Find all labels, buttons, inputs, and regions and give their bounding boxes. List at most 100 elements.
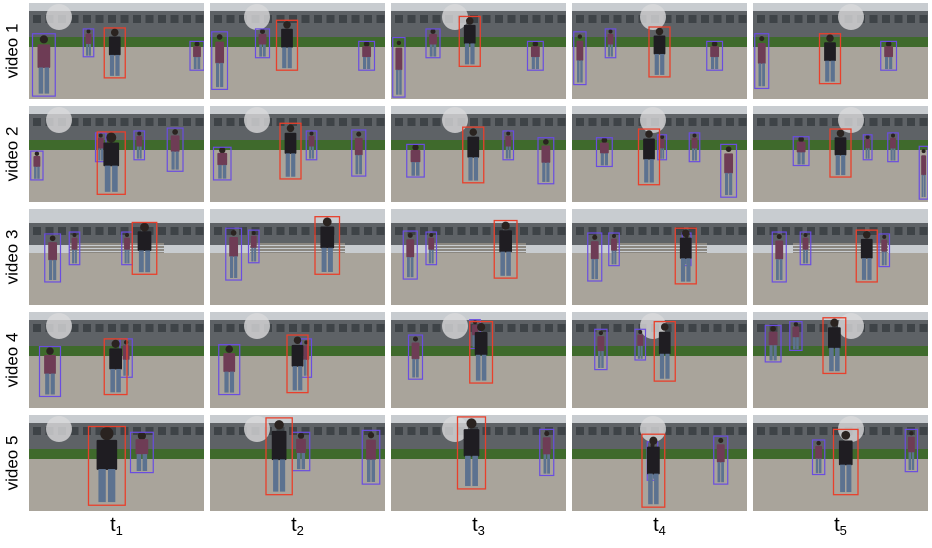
target-bounding-box bbox=[653, 320, 676, 382]
target-figure bbox=[271, 420, 287, 492]
window-pane bbox=[276, 227, 285, 235]
window-pane bbox=[145, 15, 154, 23]
other-bounding-box bbox=[189, 40, 204, 71]
bystander-figure bbox=[217, 147, 228, 179]
window-pane bbox=[301, 427, 310, 435]
window-pane bbox=[557, 15, 566, 23]
window-pane bbox=[613, 324, 622, 332]
video-frame bbox=[572, 106, 747, 202]
window-pane bbox=[507, 15, 516, 23]
window-pane bbox=[601, 427, 609, 435]
window-pane bbox=[364, 427, 372, 435]
window-pane bbox=[83, 118, 91, 126]
bystander-figure bbox=[170, 129, 180, 170]
video-frame bbox=[391, 209, 566, 305]
window-pane bbox=[170, 427, 179, 435]
target-figure bbox=[860, 231, 873, 280]
stair-step bbox=[250, 249, 345, 251]
window-pane bbox=[58, 227, 66, 235]
other-bounding-box bbox=[595, 137, 613, 168]
window-pane bbox=[626, 324, 634, 332]
target-figure bbox=[320, 217, 335, 272]
bystander-figure bbox=[757, 36, 766, 87]
target-bounding-box bbox=[493, 219, 518, 279]
target-figure bbox=[834, 129, 847, 176]
window-pane bbox=[407, 324, 416, 332]
window-pane bbox=[33, 227, 41, 235]
bystander-figure bbox=[710, 41, 720, 70]
stair-step bbox=[69, 249, 164, 251]
plaza-pavement bbox=[753, 150, 928, 202]
bystander-figure bbox=[590, 234, 599, 280]
window-pane bbox=[588, 118, 597, 126]
tree-blossom bbox=[838, 4, 864, 30]
other-bounding-box bbox=[862, 134, 873, 161]
window-pane bbox=[289, 118, 297, 126]
window-pane bbox=[420, 118, 428, 126]
video-frame bbox=[391, 3, 566, 99]
window-pane bbox=[532, 324, 541, 332]
window-pane bbox=[807, 227, 815, 235]
window-pane bbox=[769, 427, 778, 435]
window-pane bbox=[326, 118, 335, 126]
other-bounding-box bbox=[880, 40, 898, 71]
window-pane bbox=[195, 118, 204, 126]
window-pane bbox=[782, 15, 790, 23]
stair-step bbox=[250, 246, 345, 248]
window-pane bbox=[613, 15, 622, 23]
window-pane bbox=[133, 427, 141, 435]
plaza-pavement bbox=[29, 253, 204, 305]
target-figure bbox=[467, 128, 480, 181]
window-pane bbox=[482, 324, 491, 332]
window-pane bbox=[326, 427, 335, 435]
stair-step bbox=[612, 243, 707, 245]
window-pane bbox=[626, 118, 634, 126]
window-pane bbox=[95, 118, 104, 126]
bystander-figure bbox=[362, 41, 372, 70]
bystander-figure bbox=[97, 133, 104, 161]
target-bounding-box bbox=[265, 417, 293, 496]
window-pane bbox=[264, 227, 272, 235]
window-pane bbox=[545, 427, 553, 435]
plaza-pavement bbox=[572, 47, 747, 99]
window-pane bbox=[588, 427, 597, 435]
window-pane bbox=[557, 227, 566, 235]
window-pane bbox=[145, 324, 154, 332]
window-pane bbox=[688, 15, 697, 23]
window-pane bbox=[520, 324, 528, 332]
window-pane bbox=[70, 427, 79, 435]
target-figure bbox=[291, 336, 304, 391]
window-pane bbox=[158, 227, 166, 235]
plaza-pavement bbox=[391, 253, 566, 305]
window-pane bbox=[819, 427, 828, 435]
bystander-figure bbox=[881, 234, 888, 266]
bystander-figure bbox=[428, 232, 435, 264]
window-pane bbox=[495, 227, 503, 235]
window-pane bbox=[663, 227, 672, 235]
window-pane bbox=[738, 427, 747, 435]
bystander-figure bbox=[530, 41, 540, 70]
target-figure bbox=[137, 222, 152, 273]
target-figure bbox=[96, 426, 118, 503]
window-pane bbox=[133, 15, 141, 23]
window-pane bbox=[120, 118, 129, 126]
window-pane bbox=[520, 227, 528, 235]
window-pane bbox=[701, 324, 709, 332]
window-pane bbox=[557, 118, 566, 126]
other-bounding-box bbox=[587, 232, 603, 282]
window-pane bbox=[882, 15, 890, 23]
window-pane bbox=[108, 15, 116, 23]
bystander-figure bbox=[215, 34, 225, 88]
window-pane bbox=[145, 227, 154, 235]
window-pane bbox=[782, 324, 790, 332]
other-bounding-box bbox=[31, 33, 56, 97]
other-bounding-box bbox=[407, 334, 424, 380]
target-figure bbox=[103, 132, 120, 192]
window-pane bbox=[251, 227, 260, 235]
window-pane bbox=[557, 324, 566, 332]
window-pane bbox=[713, 227, 722, 235]
window-pane bbox=[407, 118, 416, 126]
window-pane bbox=[420, 324, 428, 332]
window-pane bbox=[276, 15, 285, 23]
bystander-figure bbox=[229, 230, 239, 278]
